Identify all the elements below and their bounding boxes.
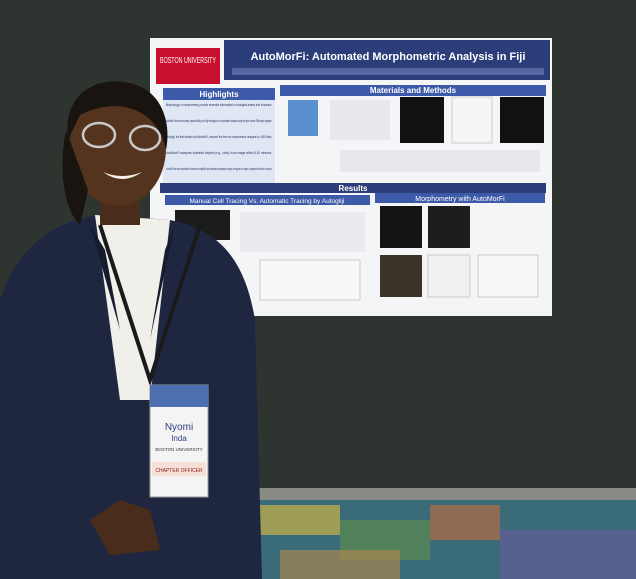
highlights-list: Morphology or morphometry provide essent… bbox=[166, 102, 272, 171]
results-figures bbox=[175, 206, 539, 301]
section-heading: Morphometry with AutoMorFi bbox=[415, 196, 505, 203]
results-header bbox=[160, 183, 546, 193]
highlight-item: Autogliji, the first iteration of AutoMo… bbox=[166, 134, 272, 139]
logo-box bbox=[156, 48, 220, 84]
highlight-item: AutoMorFi achieves accuracy, reproducibi… bbox=[166, 118, 272, 123]
badge-first-name: Nyomi bbox=[165, 422, 193, 433]
section-heading: Results bbox=[339, 184, 368, 193]
poster-title: AutoMorFi: Automated Morphometric Analys… bbox=[251, 51, 526, 63]
section-heading: Manual Cell Tracing Vs. Automatic Tracin… bbox=[190, 198, 345, 205]
badge-affiliation: BOSTON UNIVERSITY bbox=[155, 447, 202, 452]
highlights-header bbox=[163, 88, 275, 100]
highlight-item: AutoMorFi analyzes unlimited objects (e.… bbox=[166, 150, 272, 155]
section-heading: Highlights bbox=[199, 90, 239, 99]
authors-line bbox=[232, 68, 544, 75]
tracing-header bbox=[165, 195, 370, 205]
badge: Nyomi Inda BOSTON UNIVERSITY CHAPTER OFF… bbox=[149, 384, 209, 498]
section-heading: Materials and Methods bbox=[370, 86, 457, 95]
highlights-box bbox=[163, 100, 275, 184]
highlight-item: AutoMorFi has been customized for fluore… bbox=[166, 166, 272, 171]
morphometry-header bbox=[375, 193, 545, 203]
methods-header bbox=[280, 85, 546, 96]
highlight-item: Morphology or morphometry provide essent… bbox=[166, 102, 272, 107]
badge-role: CHAPTER OFFICER bbox=[155, 468, 203, 474]
logo-text: BOSTON UNIVERSITY bbox=[160, 56, 216, 65]
methods-figures bbox=[288, 96, 544, 172]
badge-last-name: Inda bbox=[171, 434, 187, 443]
